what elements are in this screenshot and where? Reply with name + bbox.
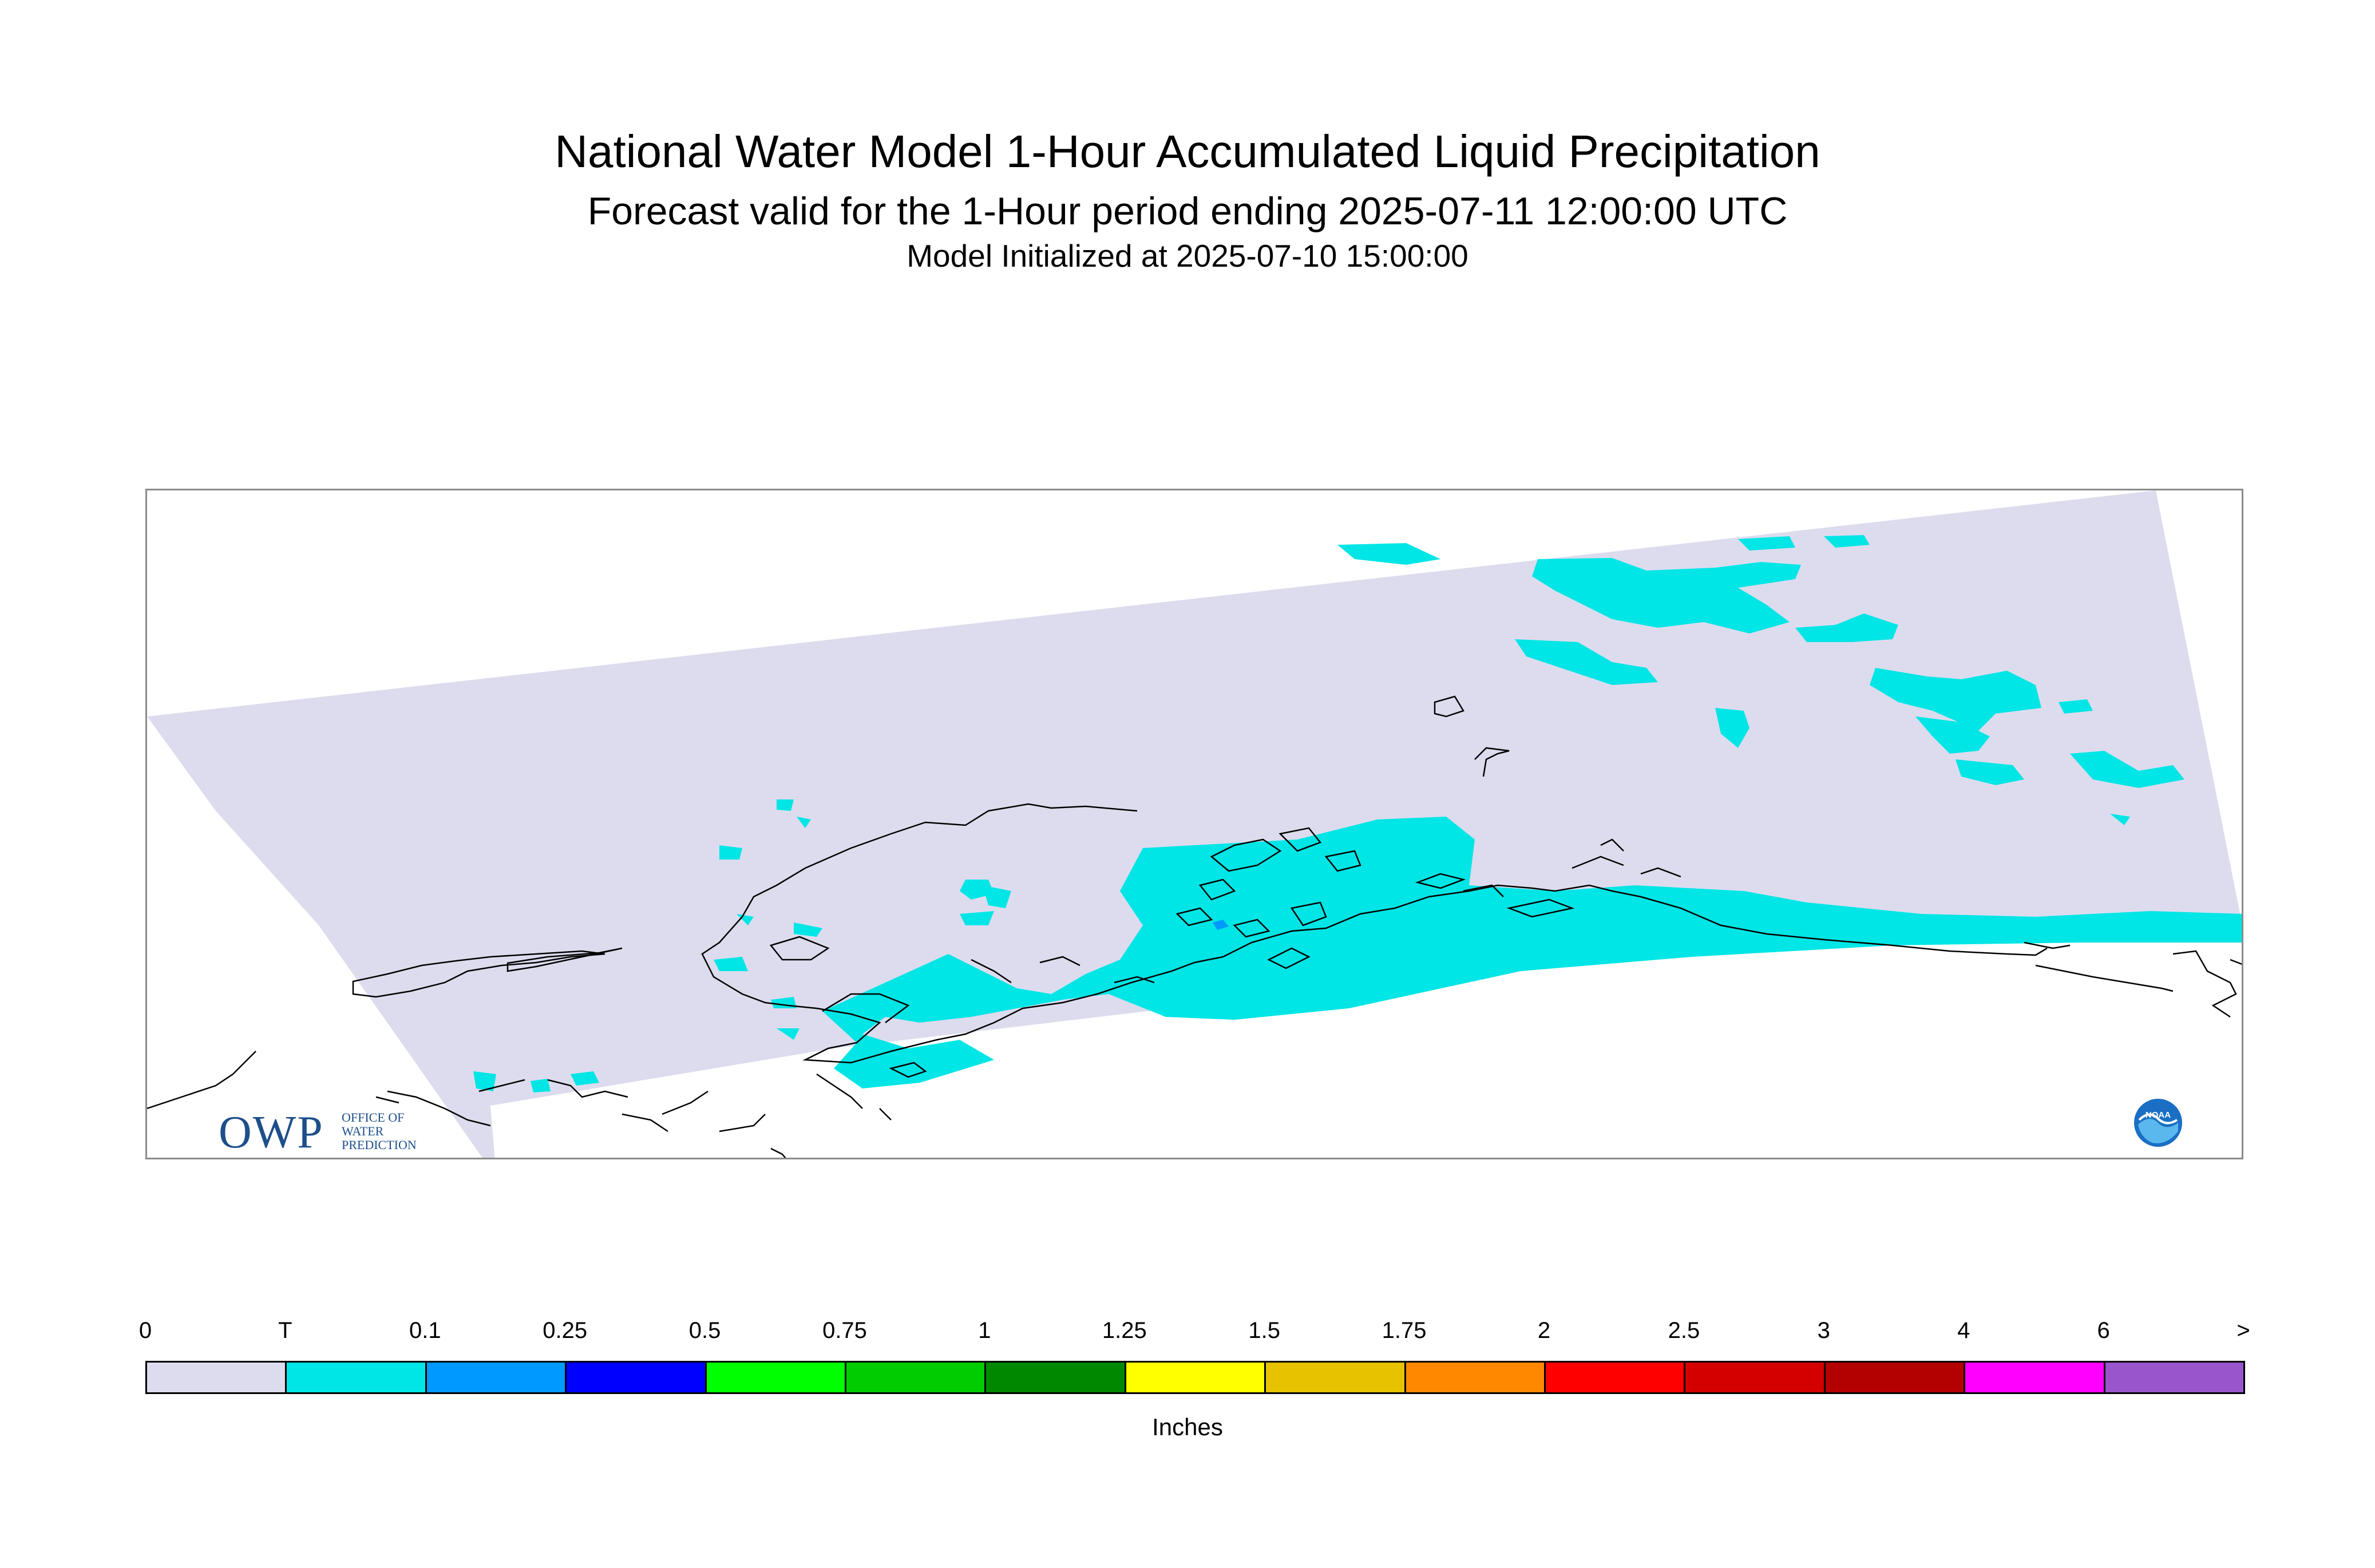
owp-text: OFFICE OF WATER PREDICTION [342, 1111, 439, 1152]
colorbar-segment [2103, 1361, 2245, 1394]
colorbar-segment [285, 1361, 427, 1394]
coastlines [147, 695, 2242, 1158]
owp-text-line-2: WATER [342, 1124, 384, 1138]
colorbar-segment [1964, 1361, 2105, 1394]
colorbar-tick-label: > [2237, 1318, 2250, 1343]
noaa-logo-text: NOAA [2146, 1110, 2171, 1120]
colorbar-tick-label: 1 [978, 1318, 991, 1343]
colorbar-tick-label: 1.5 [1248, 1318, 1280, 1343]
colorbar-tick-label: 6 [2097, 1318, 2110, 1343]
colorbar-tick-label: 0.25 [543, 1318, 588, 1343]
colorbar-segment [1823, 1361, 1966, 1394]
colorbar-segment [1684, 1361, 1826, 1394]
map-title: National Water Model 1-Hour Accumulated … [555, 126, 1820, 177]
colorbar-tick-label: 0.5 [688, 1318, 721, 1343]
colorbar-tick-label: 0 [138, 1318, 152, 1343]
colorbar-tick-label: 1.25 [1102, 1318, 1147, 1343]
precip-0.1-spot [1213, 920, 1229, 930]
map-subtitle: Forecast valid for the 1-Hour period end… [587, 189, 1788, 233]
owp-text-line-3: PREDICTION [342, 1138, 417, 1152]
colorbar-tick-label: 3 [1817, 1318, 1830, 1343]
colorbar-tick-label: 0.1 [409, 1318, 441, 1343]
colorbar-tick-label: 0.75 [822, 1318, 867, 1343]
colorbar-tick-label: 1.75 [1382, 1318, 1427, 1343]
colorbar-segment [1404, 1361, 1546, 1394]
owp-mark: OWP [219, 1107, 324, 1158]
colorbar-segment [145, 1361, 287, 1394]
colorbar-segment [1544, 1361, 1686, 1394]
colorbar [145, 1361, 2245, 1394]
owp-logo: OWP OFFICE OF WATER PREDICTION [219, 1107, 448, 1158]
colorbar-segment [425, 1361, 567, 1394]
precip-trace-areas [473, 535, 2242, 1092]
colorbar-segment [845, 1361, 987, 1394]
colorbar-segment [565, 1361, 707, 1394]
init-time: Model Initialized at 2025-07-10 15:00:00 [907, 238, 1468, 274]
precipitation-map [147, 490, 2242, 1158]
noaa-logo: NOAA [2134, 1099, 2182, 1147]
colorbar-tick-label: 2 [1537, 1318, 1551, 1343]
map-panel: OWP OFFICE OF WATER PREDICTION NOAA [145, 489, 2243, 1159]
colorbar-segment [1124, 1361, 1266, 1394]
owp-text-line-1: OFFICE OF [342, 1110, 405, 1124]
colorbar-tick-label: T [278, 1318, 292, 1343]
noaa-logo-gull [2138, 1113, 2178, 1124]
model-domain [147, 490, 2242, 1158]
colorbar-segment [984, 1361, 1126, 1394]
colorbar-segment [704, 1361, 846, 1394]
colorbar-tick-label: 4 [1957, 1318, 1970, 1343]
colorbar-units: Inches [1152, 1413, 1223, 1440]
noaa-logo-wave [2138, 1119, 2178, 1143]
colorbar-segment [1264, 1361, 1406, 1394]
colorbar-tick-label: 2.5 [1668, 1318, 1700, 1343]
